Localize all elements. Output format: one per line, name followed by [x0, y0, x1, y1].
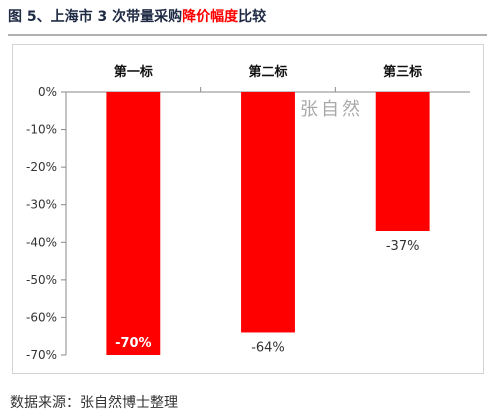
data-label: -70% [115, 336, 152, 351]
category-label: 第一标 [114, 64, 153, 80]
category-label: 第三标 [383, 64, 422, 80]
source-note: 数据来源：张自然博士整理 [10, 395, 178, 411]
y-tick-label: -70% [26, 348, 57, 362]
category-label: 第二标 [248, 64, 287, 80]
y-tick-label: -40% [26, 235, 57, 249]
chart-frame [12, 44, 484, 374]
title-highlight: 降价幅度 [182, 9, 239, 25]
watermark: 张自然 [300, 99, 363, 120]
data-label: -64% [251, 340, 285, 355]
title-prefix: 图 5、上海市 3 次带量采购 [8, 9, 183, 25]
y-tick-label: -50% [26, 273, 57, 287]
bar [106, 92, 161, 355]
y-tick-label: -60% [26, 310, 57, 324]
title-suffix: 比较 [238, 9, 267, 25]
bar [241, 92, 295, 333]
title-divider [8, 34, 487, 36]
y-tick-label: 0% [38, 85, 57, 99]
y-tick-label: -30% [26, 198, 57, 212]
bar [375, 92, 430, 232]
chart-title: 图 5、上海市 3 次带量采购降价幅度比较 [8, 6, 266, 26]
y-tick-label: -20% [26, 160, 57, 174]
data-label: -37% [386, 239, 420, 254]
y-tick-label: -10% [26, 123, 57, 137]
